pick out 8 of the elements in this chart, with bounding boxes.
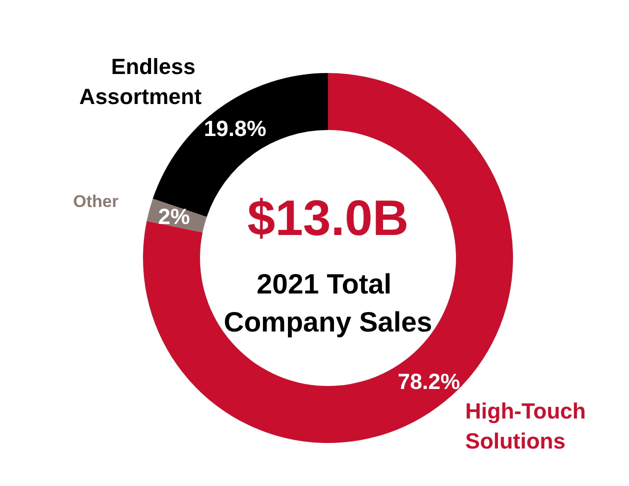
data-label: 2% <box>158 204 190 229</box>
slice-label: High-Touch Solutions <box>465 398 592 454</box>
text: 2021 Total Company Sales <box>224 268 432 338</box>
data-label: 78.2% <box>398 369 460 394</box>
slice-label: Other <box>73 192 119 211</box>
text: $13.0B <box>247 190 409 246</box>
data-label: 19.8% <box>204 116 266 141</box>
slice-label: Endless Assortment <box>79 54 202 110</box>
